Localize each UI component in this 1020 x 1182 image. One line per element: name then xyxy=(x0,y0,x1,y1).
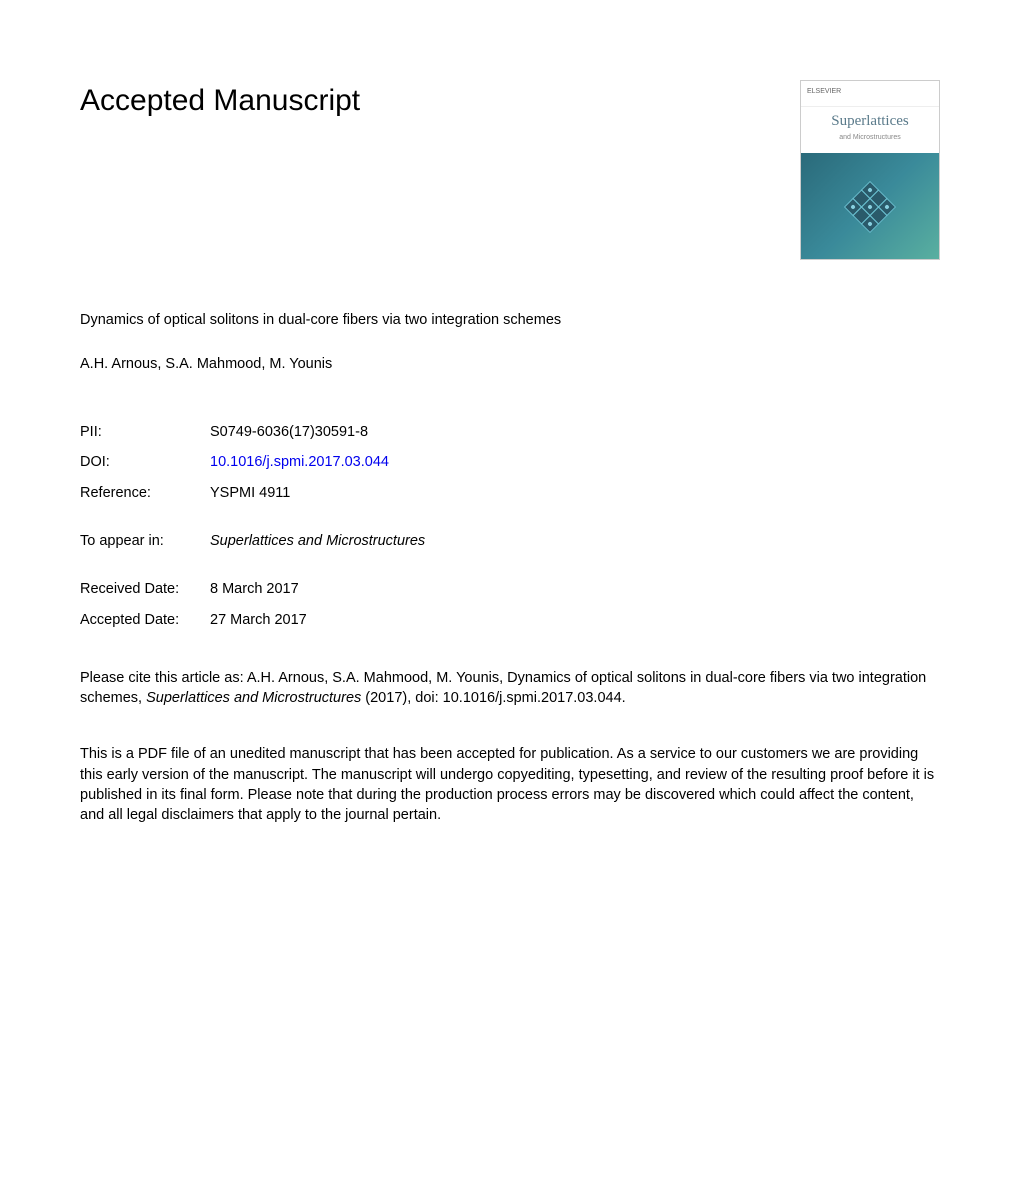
spacer xyxy=(80,513,940,531)
disclaimer-text: This is a PDF file of an unedited manusc… xyxy=(80,744,940,825)
citation-suffix: (2017), doi: 10.1016/j.spmi.2017.03.044. xyxy=(361,690,625,706)
cover-journal-title: Superlattices xyxy=(831,113,908,129)
journal-cover-thumbnail: ELSEVIER Superlattices and Microstructur… xyxy=(800,80,940,260)
article-authors: A.H. Arnous, S.A. Mahmood, M. Younis xyxy=(80,354,940,374)
cover-diamond-icon xyxy=(840,177,900,237)
cover-journal-subtitle: and Microstructures xyxy=(809,133,931,143)
metadata-table: PII: S0749-6036(17)30591-8 DOI: 10.1016/… xyxy=(80,422,940,630)
article-title: Dynamics of optical solitons in dual-cor… xyxy=(80,310,940,332)
appear-label: To appear in: xyxy=(80,531,210,551)
doi-value: 10.1016/j.spmi.2017.03.044 xyxy=(210,452,940,472)
doi-label: DOI: xyxy=(80,452,210,472)
reference-value: YSPMI 4911 xyxy=(210,483,940,503)
spacer xyxy=(80,561,940,579)
meta-row-accepted: Accepted Date: 27 March 2017 xyxy=(80,610,940,630)
page-title: Accepted Manuscript xyxy=(80,80,360,122)
accepted-value: 27 March 2017 xyxy=(210,610,940,630)
citation-text: Please cite this article as: A.H. Arnous… xyxy=(80,668,940,709)
header-row: Accepted Manuscript ELSEVIER Superlattic… xyxy=(80,80,940,260)
meta-row-received: Received Date: 8 March 2017 xyxy=(80,579,940,599)
citation-journal: Superlattices and Microstructures xyxy=(146,690,361,706)
accepted-label: Accepted Date: xyxy=(80,610,210,630)
cover-artwork xyxy=(801,153,939,260)
received-value: 8 March 2017 xyxy=(210,579,940,599)
cover-title-band: Superlattices and Microstructures xyxy=(801,107,939,153)
meta-row-doi: DOI: 10.1016/j.spmi.2017.03.044 xyxy=(80,452,940,472)
appear-value: Superlattices and Microstructures xyxy=(210,531,940,551)
reference-label: Reference: xyxy=(80,483,210,503)
meta-row-pii: PII: S0749-6036(17)30591-8 xyxy=(80,422,940,442)
pii-label: PII: xyxy=(80,422,210,442)
pii-value: S0749-6036(17)30591-8 xyxy=(210,422,940,442)
meta-row-appear: To appear in: Superlattices and Microstr… xyxy=(80,531,940,551)
meta-row-reference: Reference: YSPMI 4911 xyxy=(80,483,940,503)
publisher-logo: ELSEVIER xyxy=(807,87,841,97)
received-label: Received Date: xyxy=(80,579,210,599)
cover-header-strip: ELSEVIER xyxy=(801,81,939,107)
doi-link[interactable]: 10.1016/j.spmi.2017.03.044 xyxy=(210,454,389,470)
